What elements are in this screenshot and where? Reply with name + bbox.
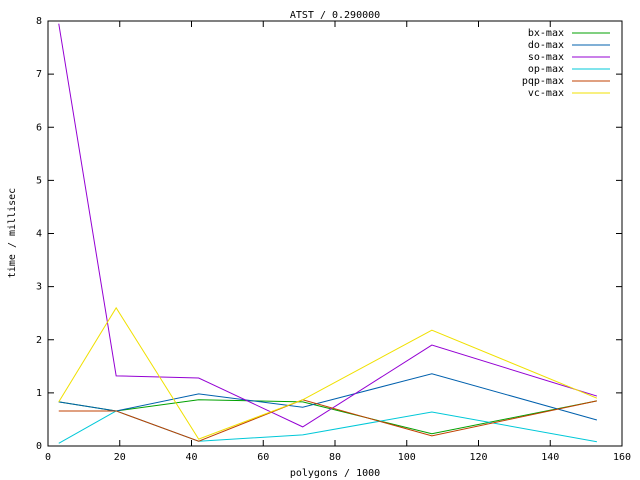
y-tick-label: 6 [36, 122, 42, 133]
y-tick-label: 4 [36, 229, 42, 240]
x-tick-label: 120 [469, 452, 487, 463]
series-line [58, 373, 598, 421]
series-line [58, 410, 597, 444]
legend-label: so-max [528, 52, 564, 63]
legend-label: pqp-max [522, 76, 564, 87]
x-axis-label: polygons / 1000 [290, 468, 380, 479]
y-tick-label: 0 [36, 441, 42, 452]
y-tick-label: 8 [36, 16, 42, 27]
x-tick-label: 100 [398, 452, 416, 463]
legend-label: op-max [528, 64, 564, 75]
y-tick-label: 1 [36, 388, 42, 399]
chart-title: ATST / 0.290000 [290, 10, 380, 21]
series-line [58, 399, 597, 442]
legend-label: bx-max [528, 28, 564, 39]
y-tick-label: 5 [36, 175, 42, 186]
legend-label: do-max [528, 40, 564, 51]
legend-label: vc-max [528, 88, 564, 99]
x-tick-label: 60 [257, 452, 269, 463]
x-tick-label: 140 [541, 452, 559, 463]
x-tick-label: 0 [45, 452, 51, 463]
x-tick-label: 40 [185, 452, 197, 463]
series-line [58, 306, 598, 440]
y-tick-label: 2 [36, 335, 42, 346]
y-tick-label: 7 [36, 69, 42, 80]
x-tick-label: 80 [329, 452, 341, 463]
series-line [58, 23, 598, 428]
y-axis-label: time / millisec [7, 188, 18, 278]
x-tick-label: 20 [114, 452, 126, 463]
y-tick-label: 3 [36, 282, 42, 293]
x-tick-label: 160 [613, 452, 631, 463]
